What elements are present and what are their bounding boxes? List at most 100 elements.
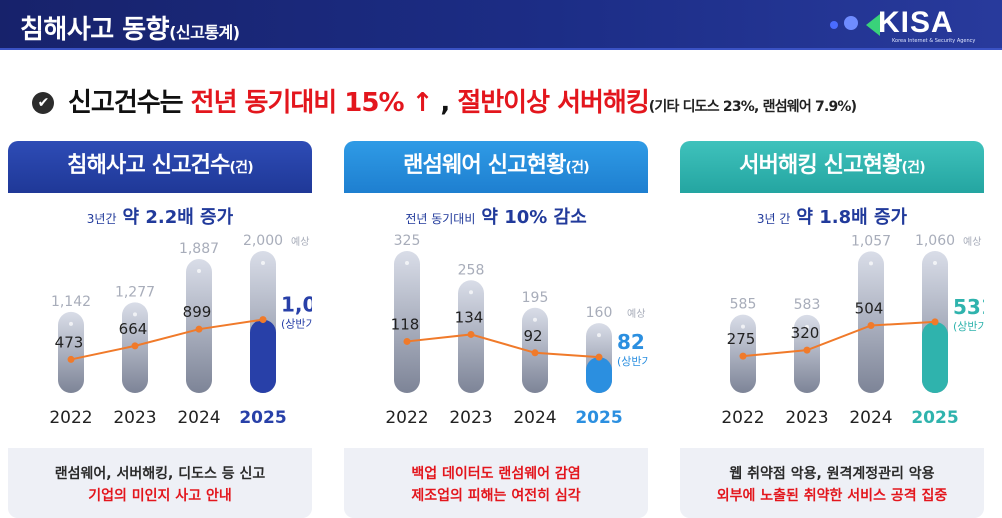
bar-2022 [394,251,420,393]
logo-subtext: Korea Internet & Security Agency [892,38,976,44]
footer-line1: 웹 취약점 악용, 원격계정관리 악용 [729,466,935,482]
bar-cap-dot [869,261,873,266]
bar-cap-dot [533,317,537,322]
card-subtitle-small: 3년 간 [756,212,791,226]
card-server-hacking-reports: 서버해킹 신고현황(건) 3년 간 약 1.8배 증가 585 2022 583 202… [680,141,984,518]
logo-dot-icon [830,21,838,29]
card-header: 서버해킹 신고현황(건) [680,141,984,193]
line-note-label: (상반기) [281,318,312,331]
x-tick-label: 2022 [49,408,92,428]
trend-line [70,318,264,361]
line-value-label: 275 [727,330,756,348]
x-tick-label: 2023 [113,408,156,428]
bar-cap-dot [197,269,201,274]
headline: ✔ 신고건수는 전년 동기대비 15% ↑ , 절반이상 서버해킹(기타 디도스 … [32,82,992,118]
card-ransomware-reports: 랜섬웨어 신고현황(건) 전년 동기대비 약 10% 감소 325 2022 258 2… [344,141,648,518]
headline-red1: 전년 동기대비 15% ↑ [190,88,434,118]
card-subtitle-big: 약 10% 감소 [481,207,587,228]
bar-cap-dot [741,324,745,329]
card-incident-reports: 침해사고 신고건수(건) 3년간 약 2.2배 증가 1,142 2022 1,277… [8,141,312,518]
x-tick-label: 2023 [785,408,828,428]
line-value-label: 92 [523,327,542,345]
trend-point [259,316,267,324]
bar-note-label: 예상 [291,236,309,248]
headline-note: (기타 디도스 23%, 랜섬웨어 7.9%) [648,99,857,115]
bar-value-label: 1,887 [179,241,219,257]
card-subtitle: 3년간 약 2.2배 증가 [8,203,312,229]
trend-point [739,352,747,360]
bar-cap-dot [469,290,473,295]
bar-value-label: 2,000 [243,233,283,249]
line-value-label: 664 [119,320,148,338]
footer-line2: 제조업의 피해는 여전히 심각 [411,488,581,504]
card-title: 랜섬웨어 신고현황 [403,153,566,178]
line-value-label: 899 [183,303,212,321]
x-tick-label: 2023 [449,408,492,428]
logo-chevron-icon [866,14,880,36]
bar-cap-dot [69,321,73,326]
title-bar: 침해사고 동향(신고통계) KISA Korea Internet & Secu… [0,0,1002,50]
card-title: 서버해킹 신고현황 [739,153,902,178]
card-subtitle-big: 약 2.2배 증가 [122,207,234,228]
page-title-suffix: (신고통계) [169,23,240,42]
x-tick-label: 2025 [575,408,622,428]
x-tick-label: 2024 [513,408,556,428]
trend-point [803,346,811,354]
card-subtitle: 3년 간 약 1.8배 증가 [680,203,984,229]
bar-cap-dot [597,333,601,338]
logo-dot-icon [844,16,858,30]
card-subtitle: 전년 동기대비 약 10% 감소 [344,203,648,229]
trend-point [67,355,75,363]
trend-line [742,320,936,358]
footer-line2: 기업의 미인지 사고 안내 [88,488,232,504]
trend-point [403,337,411,345]
line-note-label: (상반기) [617,355,648,368]
bar-value-label: 583 [794,297,821,313]
card-unit: (건) [565,160,590,176]
card-footer: 웹 취약점 악용, 원격계정관리 악용 외부에 노출된 취약한 서비스 공격 집… [680,448,984,518]
bar-value-label: 1,060 [915,233,955,249]
bar-note-label: 예상 [627,308,645,320]
x-tick-label: 2024 [849,408,892,428]
footer-line2: 외부에 노출된 취약한 서비스 공격 집중 [716,488,948,504]
x-tick-label: 2025 [911,408,958,428]
chart-svg: 325 2022 258 2023 195 2024 160 예상 2025 118 134 92 82… [385,233,648,428]
x-tick-label: 2022 [721,408,764,428]
card-footer: 백업 데이터도 랜섬웨어 감염 제조업의 피해는 여전히 심각 [344,448,648,518]
bar-cap-dot [405,261,409,265]
card-subtitle-small: 3년간 [86,212,117,226]
bar-2022 [58,311,84,393]
page-title: 침해사고 동향(신고통계) [20,9,240,46]
line-value-label: 473 [55,333,84,351]
trend-point [931,318,939,326]
line-value-label: 320 [791,324,820,342]
headline-part1: 신고건수는 [68,88,191,118]
line-value-label: 82 [617,330,645,354]
bar-cap-dot [805,324,809,329]
trend-line [406,333,600,359]
trend-point [195,325,203,333]
footer-line1: 백업 데이터도 랜섬웨어 감염 [411,466,581,482]
bar-value-label: 1,057 [851,233,891,249]
trend-point [131,342,139,350]
chart-area: 3년간 약 2.2배 증가 1,142 2022 1,277 2023 1,887 2024… [8,193,312,448]
page-title-main: 침해사고 동향 [20,15,170,45]
line-value-label: 531 [953,295,984,319]
bar-value-label: 325 [394,233,421,249]
x-tick-label: 2024 [177,408,220,428]
headline-red2: 절반이상 서버해킹 [457,88,649,118]
headline-part2: , [432,88,458,118]
bar-highlight-2025 [922,321,948,393]
bar-highlight-2025 [586,357,612,393]
card-unit: (건) [901,160,926,176]
trend-point [867,321,875,329]
card-header: 침해사고 신고건수(건) [8,141,312,193]
card-header: 랜섬웨어 신고현황(건) [344,141,648,193]
bar-value-label: 1,277 [115,284,155,300]
card-title: 침해사고 신고건수 [67,153,230,178]
x-tick-label: 2022 [385,408,428,428]
line-value-label: 504 [855,299,884,317]
trend-point [467,330,475,338]
bar-value-label: 1,142 [51,294,91,310]
line-note-label: (상반기) [953,320,984,333]
